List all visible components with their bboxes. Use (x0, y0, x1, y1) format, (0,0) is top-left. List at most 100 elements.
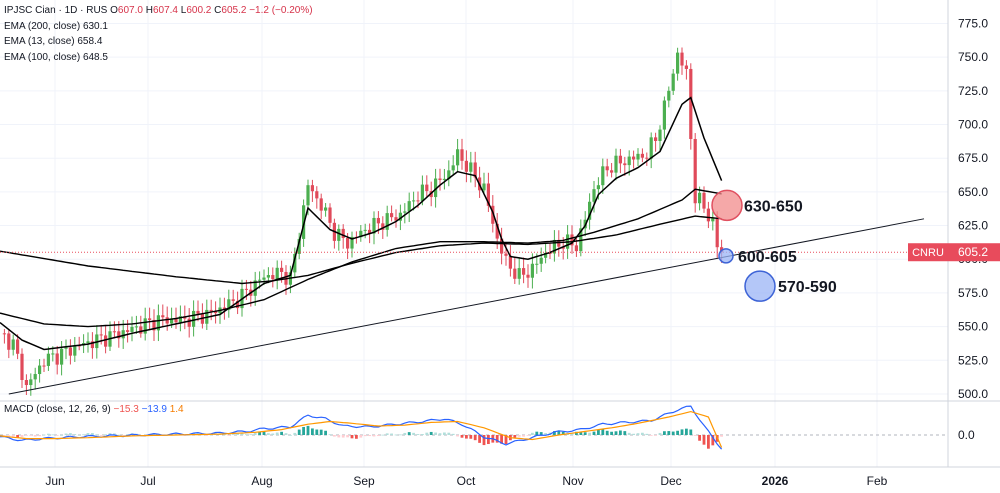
macd-histogram-bar (108, 433, 112, 435)
macd-histogram-bar (319, 429, 323, 435)
macd-histogram-bar (55, 435, 59, 436)
candle-body (689, 68, 693, 139)
high-label: H (145, 5, 153, 16)
y-tick-label: 500.0 (958, 387, 988, 401)
y-tick-label: 525.0 (958, 353, 988, 367)
candle-body (667, 90, 671, 101)
macd-histogram-bar (38, 435, 41, 437)
macd-histogram-bar (315, 429, 319, 435)
candle-body (350, 236, 354, 249)
annotation-circle (711, 189, 743, 222)
macd-histogram-bar (20, 435, 24, 438)
macd-histogram-bar (390, 433, 393, 435)
candle-body (662, 100, 666, 130)
candle-body (38, 365, 42, 375)
x-tick-label: Jul (140, 474, 155, 488)
candle-body (306, 185, 310, 206)
ema13-legend[interactable]: EMA (13, close) 658.4 (4, 34, 313, 50)
candle-body (596, 185, 600, 190)
macd-histogram-bar (99, 435, 103, 436)
macd-histogram-bar (302, 426, 305, 435)
candle-body (33, 374, 37, 380)
candle-body (693, 138, 697, 204)
candle-body (24, 380, 28, 386)
macd-histogram-bar (465, 435, 468, 439)
candle-body (438, 178, 442, 180)
macd-histogram-bar (333, 435, 336, 437)
candle-body (508, 255, 512, 269)
macd-histogram-bar (531, 432, 534, 435)
macd-histogram-bar (605, 430, 609, 435)
candle-body (654, 137, 658, 141)
candle-body (346, 238, 350, 249)
macd-histogram-bar (73, 434, 77, 435)
macd-histogram-bar (544, 433, 547, 435)
macd-histogram-bar (447, 432, 451, 435)
macd-histogram-bar (689, 429, 693, 435)
candle-body (130, 326, 134, 332)
candle-body (271, 275, 275, 280)
macd-histogram-bar (632, 433, 635, 435)
candle-body (623, 163, 627, 166)
macd-histogram-bar (7, 435, 11, 436)
candle-body (262, 277, 266, 280)
macd-histogram-bar (592, 431, 596, 435)
candle-body (618, 155, 622, 164)
close-label: C (214, 5, 222, 16)
candle-body (64, 347, 68, 349)
macd-histogram-bar (47, 433, 50, 435)
change-value: −1.2 (−0.20%) (249, 5, 313, 16)
ema200-legend[interactable]: EMA (200, close) 630.1 (4, 19, 313, 35)
candle-body (258, 279, 262, 281)
candle-body (86, 341, 90, 344)
candle-body (209, 309, 213, 312)
annotation-label: 600-605 (738, 249, 797, 266)
low-label: L (180, 5, 187, 16)
candle-body (337, 228, 341, 241)
candle-body (640, 153, 644, 158)
candle-body (134, 326, 138, 328)
candle-body (7, 333, 11, 350)
macd-histogram-bar (654, 435, 657, 436)
y-tick-label: 750.0 (958, 50, 988, 64)
macd-histogram-bar (707, 435, 710, 449)
candle-body (324, 207, 328, 211)
candle-body (143, 318, 147, 334)
ema13-label: EMA (13, close) (4, 36, 75, 47)
ema100-label: EMA (100, close) (4, 51, 81, 63)
macd-histogram-bar (539, 432, 543, 435)
macd-histogram-bar (403, 432, 407, 435)
candle-body (280, 267, 284, 272)
macd-histogram-bar (557, 430, 561, 435)
candle-body (601, 166, 605, 186)
y-tick-label: 700.0 (958, 118, 988, 132)
macd-histogram-bar (117, 434, 121, 436)
y-tick-label: 625.0 (958, 219, 988, 233)
macd-histogram-bar (377, 435, 380, 437)
candle-body (196, 310, 200, 314)
ema13-line (0, 96, 723, 351)
macd-histogram-bar (16, 435, 19, 438)
candle-body (341, 228, 345, 239)
candle-body (526, 274, 530, 278)
macd-legend[interactable]: MACD (close, 12, 26, 9) −15.3 −13.9 1.4 (4, 404, 184, 415)
macd-histogram-bar (381, 434, 385, 436)
macd-histogram-bar (11, 435, 15, 438)
candle-body (473, 162, 477, 178)
y-tick-label: 775.0 (958, 16, 988, 30)
macd-histogram-bar (583, 432, 587, 435)
signal-value: −13.9 (141, 404, 167, 415)
low-value: 600.2 (186, 5, 212, 16)
macd-histogram-bar (702, 435, 706, 445)
candle-body (451, 165, 455, 171)
macd-histogram-bar (311, 428, 314, 435)
candle-body (121, 330, 125, 339)
macd-histogram-bar (601, 429, 605, 435)
candle-body (522, 268, 526, 275)
candle-body (671, 73, 675, 91)
ema100-legend[interactable]: EMA (100, close) 648.5 (4, 50, 313, 66)
macd-histogram-bar (456, 435, 459, 437)
candle-body (236, 300, 240, 309)
candle-body (156, 315, 160, 331)
